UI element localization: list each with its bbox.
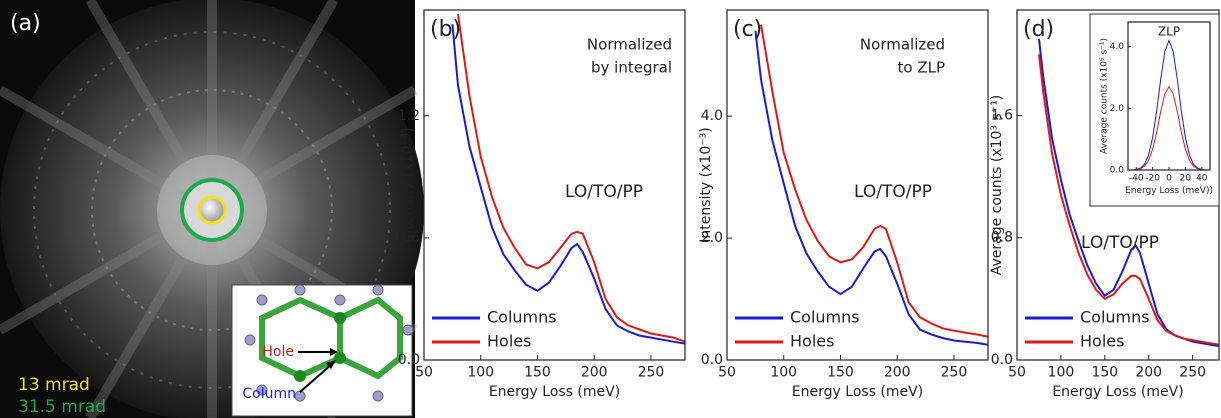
panel-label: (c) [733,17,762,42]
y-tick-label: 0.0 [398,352,420,368]
y-tick-label: 2.0 [1110,104,1125,114]
y-tick-label: 2.0 [701,230,723,246]
y-axis-label: Average counts (x10³ s⁻¹) [989,95,1005,276]
x-tick-label: 250 [638,365,665,381]
x-tick-label: 150 [524,365,551,381]
chart-title: ZLP [1158,25,1180,39]
panel-label: (a) [10,11,41,36]
x-axis-label: Energy Loss (meV)) [1125,186,1213,196]
y-tick-label: 0.0 [1110,166,1125,176]
x-tick-label: 0 [1166,174,1172,184]
x-tick-label: 100 [467,365,494,381]
structure-label: Column [242,386,296,402]
annotation: LO/TO/PP [1081,233,1159,253]
x-tick-label: 200 [1135,365,1162,381]
y-tick-label: 0.8 [991,230,1013,246]
y-axis-label: Intensity (x10⁻³) [698,127,714,242]
annotation: 13 mrad [18,375,90,395]
x-tick-label: 150 [827,365,854,381]
y-tick-label: 0.6 [398,230,420,246]
y-axis-label: Intensity (x10⁻⁴) [400,127,416,242]
x-tick-label: 100 [1048,365,1075,381]
panel-label: (b) [430,17,461,42]
chart: 50 100 150 200 250 0.0 2.0 4.0 Energy Loss (meV)… [698,9,989,400]
series-line [451,24,685,345]
x-tick-label: 250 [1179,365,1206,381]
structure-inset [231,284,414,417]
legend-label: Columns [1080,308,1150,327]
annotation: LO/TO/PP [565,182,643,202]
series-line [1128,39,1210,170]
legend-label: Holes [487,332,531,351]
x-axis-label: Energy Loss (meV) [1052,384,1183,400]
x-tick-label: 200 [884,365,911,381]
legend-label: Columns [790,308,860,327]
plot-frame [1127,21,1211,171]
x-tick-label: 250 [941,365,968,381]
series-line [1128,85,1210,170]
legend-label: Holes [790,332,834,351]
panel-label: (d) [1023,17,1054,42]
x-axis-label: Energy Loss (meV) [489,384,620,400]
annotation: to ZLP [897,59,945,77]
series-line [754,30,988,346]
annotation: Normalized [860,36,945,54]
y-tick-label: 1.6 [991,107,1013,123]
x-tick-label: 40 [1196,174,1208,184]
y-tick-label: 4.0 [701,108,723,124]
x-tick-label: 50 [1008,365,1026,381]
y-tick-label: 0.0 [701,352,723,368]
inset-background [1089,13,1220,207]
plot-frame [423,9,686,361]
x-tick-label: 50 [718,365,736,381]
y-tick-label: 0.0 [991,352,1013,368]
chart: -40 -20 0 20 40 0.0 2.0 4.0 Energy Loss (meV)) Av… [1089,13,1220,207]
series-line [457,13,685,343]
annotation: by integral [591,59,672,77]
x-tick-label: 150 [1091,365,1118,381]
series-line [1038,54,1219,346]
legend-label: Holes [1080,332,1124,351]
series-line [760,24,988,338]
y-axis-label: Average counts (x10⁵ s⁻¹) [1100,38,1110,154]
x-tick-label: 50 [415,365,433,381]
y-tick-label: 1.2 [398,108,420,124]
x-tick-label: 200 [581,365,608,381]
x-tick-label: 20 [1180,174,1192,184]
annotation: LO/TO/PP [854,182,932,202]
y-tick-label: 4.0 [1110,42,1125,52]
structure-label: Hole [262,344,294,360]
x-axis-label: Energy Loss (meV) [792,384,923,400]
x-tick-label: -20 [1145,174,1160,184]
x-tick-label: 100 [770,365,797,381]
annotation: 31.5 mrad [18,397,106,417]
annotation: Normalized [587,36,672,54]
plot-frame [726,9,989,361]
chart: 50 100 150 200 250 0.0 0.6 1.2 Energy Loss (meV)… [398,9,686,400]
x-tick-label: -40 [1129,174,1144,184]
legend-label: Columns [487,308,557,327]
